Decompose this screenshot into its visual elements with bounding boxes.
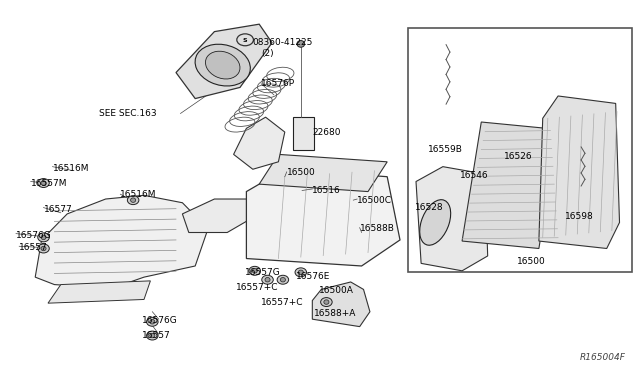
- Polygon shape: [312, 282, 370, 327]
- Ellipse shape: [147, 331, 158, 340]
- Text: 16557+C: 16557+C: [261, 298, 303, 307]
- Text: 16576G: 16576G: [142, 316, 178, 325]
- Bar: [408, 28, 632, 272]
- Ellipse shape: [195, 44, 250, 86]
- Text: 16500: 16500: [287, 169, 316, 177]
- Text: 16526: 16526: [504, 153, 533, 161]
- Ellipse shape: [295, 268, 307, 277]
- Text: 16588+A: 16588+A: [314, 309, 356, 318]
- Text: 16516: 16516: [312, 186, 341, 195]
- Ellipse shape: [297, 41, 305, 47]
- Text: 22680: 22680: [312, 128, 341, 137]
- Text: 16577: 16577: [44, 205, 72, 214]
- Text: 16500A: 16500A: [319, 286, 353, 295]
- Text: 16598: 16598: [564, 212, 593, 221]
- Text: (2): (2): [261, 49, 274, 58]
- Ellipse shape: [262, 275, 273, 284]
- Text: 16516M: 16516M: [120, 190, 157, 199]
- Polygon shape: [416, 167, 488, 271]
- Text: SEE SEC.163: SEE SEC.163: [99, 109, 157, 118]
- Ellipse shape: [41, 181, 46, 185]
- Ellipse shape: [420, 200, 451, 245]
- Bar: [293, 117, 314, 150]
- Ellipse shape: [38, 179, 49, 187]
- Text: 16557: 16557: [142, 331, 171, 340]
- Ellipse shape: [131, 198, 136, 202]
- Polygon shape: [246, 169, 400, 266]
- Ellipse shape: [127, 196, 139, 205]
- Text: 16576G: 16576G: [16, 231, 52, 240]
- Text: 16516M: 16516M: [52, 164, 89, 173]
- Text: 16559B: 16559B: [428, 145, 462, 154]
- Polygon shape: [539, 96, 620, 248]
- Ellipse shape: [298, 270, 303, 275]
- Ellipse shape: [38, 244, 49, 253]
- Ellipse shape: [41, 246, 46, 251]
- Ellipse shape: [265, 278, 270, 282]
- Ellipse shape: [324, 300, 329, 304]
- Text: 16557M: 16557M: [31, 179, 67, 187]
- Polygon shape: [462, 122, 558, 248]
- Text: 16557G: 16557G: [244, 268, 280, 277]
- Ellipse shape: [41, 235, 46, 240]
- Polygon shape: [234, 117, 285, 169]
- Text: 16546: 16546: [460, 171, 488, 180]
- Ellipse shape: [321, 298, 332, 307]
- Text: 08360-41225: 08360-41225: [253, 38, 313, 47]
- Text: 16500C: 16500C: [357, 196, 392, 205]
- Text: 16576E: 16576E: [296, 272, 330, 280]
- Polygon shape: [35, 195, 208, 288]
- Ellipse shape: [277, 275, 289, 284]
- Ellipse shape: [252, 269, 257, 273]
- Ellipse shape: [150, 320, 155, 324]
- Ellipse shape: [249, 266, 260, 275]
- Ellipse shape: [280, 278, 285, 282]
- Polygon shape: [176, 24, 272, 99]
- Ellipse shape: [150, 333, 155, 338]
- Text: 16557: 16557: [19, 243, 48, 252]
- Text: 16588B: 16588B: [360, 224, 394, 233]
- Text: 16557+C: 16557+C: [236, 283, 278, 292]
- Text: 16528: 16528: [415, 203, 444, 212]
- Polygon shape: [259, 154, 387, 192]
- Text: 16500: 16500: [517, 257, 546, 266]
- Ellipse shape: [205, 51, 240, 79]
- Ellipse shape: [147, 317, 158, 326]
- Text: S: S: [243, 38, 248, 43]
- Text: 16576P: 16576P: [261, 79, 295, 88]
- Polygon shape: [182, 199, 253, 232]
- Text: R165004F: R165004F: [580, 353, 626, 362]
- Polygon shape: [48, 281, 150, 303]
- Ellipse shape: [38, 233, 49, 242]
